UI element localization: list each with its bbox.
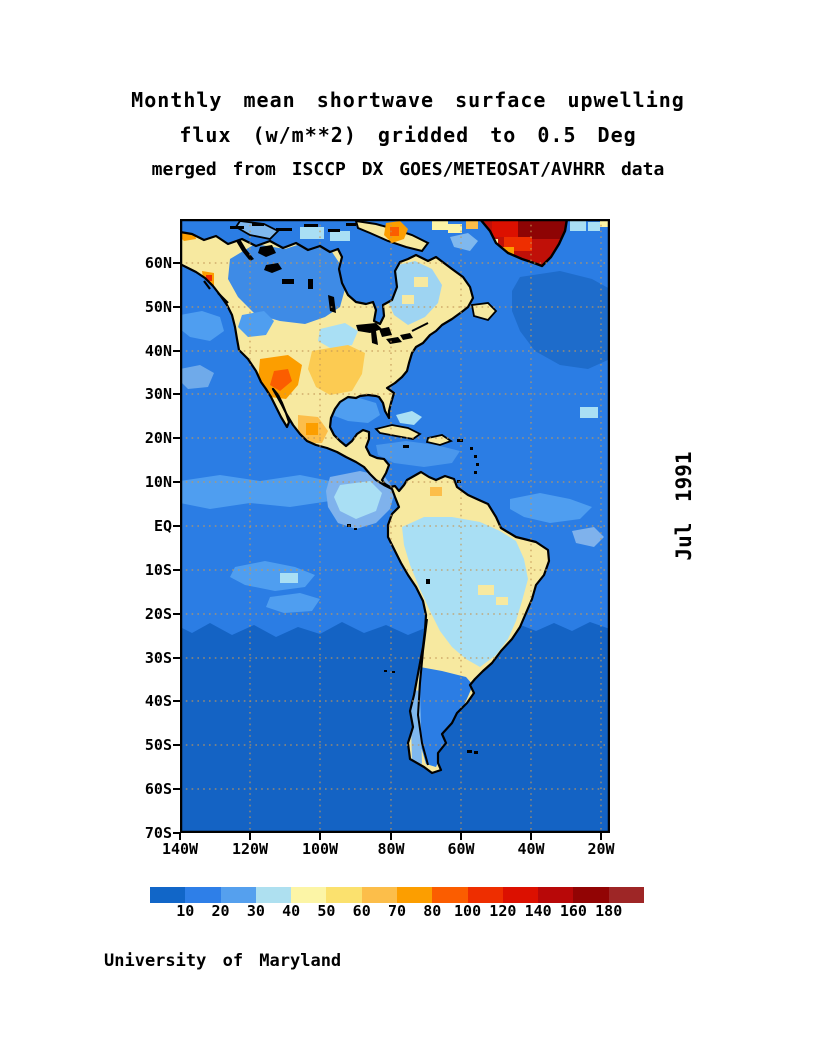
lon-tick (249, 833, 251, 840)
lon-axis-label: 140W (161, 840, 199, 858)
lon-axis-label: 60W (447, 840, 475, 858)
lat-axis-label: 60S (144, 780, 172, 798)
map-svg (178, 217, 611, 834)
colorbar-tick-label: 50 (317, 902, 336, 920)
colorbar-tick-label: 20 (211, 902, 230, 920)
title-line-1: Monthly mean shortwave surface upwelling (131, 88, 685, 112)
lon-tick (460, 833, 462, 840)
lon-tick (390, 833, 392, 840)
lat-tick (173, 569, 180, 571)
lat-axis-label: 30N (144, 385, 172, 403)
colorbar-tick-label: 100 (454, 902, 482, 920)
lat-tick (173, 613, 180, 615)
colorbar-segment (396, 887, 433, 903)
lat-tick (173, 481, 180, 483)
lat-axis-label: EQ (153, 517, 172, 535)
lon-axis-label: 100W (301, 840, 339, 858)
colorbar-segment (361, 887, 397, 903)
colorbar-tick-label: 120 (489, 902, 517, 920)
lat-tick (173, 525, 180, 527)
colorbar-segment (255, 887, 292, 903)
colorbar-tick-label: 140 (524, 902, 552, 920)
colorbar-tick-label: 10 (176, 902, 195, 920)
lat-tick (173, 788, 180, 790)
lat-axis-label: 20N (144, 429, 172, 447)
lat-tick (173, 744, 180, 746)
islands-layer (203, 219, 498, 754)
lon-axis-label: 120W (231, 840, 269, 858)
lat-axis-label: 70S (144, 824, 172, 842)
lat-axis-label: 60N (144, 254, 172, 272)
colorbar-segment (220, 887, 256, 903)
lat-tick (173, 700, 180, 702)
date-label: Jul 1991 (672, 451, 696, 561)
colorbar-tick-label: 160 (559, 902, 587, 920)
lat-axis-label: 30S (144, 649, 172, 667)
colorbar-tick-label: 80 (423, 902, 442, 920)
lat-axis-label: 40S (144, 692, 172, 710)
lon-tick (600, 833, 602, 840)
lat-tick (173, 350, 180, 352)
colorbar-tick-label: 30 (246, 902, 265, 920)
lon-axis-label: 80W (377, 840, 405, 858)
colorbar-segment (291, 887, 327, 903)
lon-axis-label: 20W (587, 840, 615, 858)
gridlines (180, 219, 610, 833)
lat-tick (173, 393, 180, 395)
lat-tick (173, 832, 180, 834)
lat-tick (173, 657, 180, 659)
lat-axis-label: 40N (144, 342, 172, 360)
title-line-3: merged from ISCCP DX GOES/METEOSAT/AVHRR… (151, 159, 665, 180)
colorbar-segment (573, 887, 609, 903)
lon-axis-label: 40W (517, 840, 545, 858)
lon-tick (319, 833, 321, 840)
lat-axis-label: 10N (144, 473, 172, 491)
colorbar-segment (326, 887, 362, 903)
lat-tick (173, 262, 180, 264)
lat-tick (173, 306, 180, 308)
colorbar-segment (538, 887, 574, 903)
colorbar (150, 887, 644, 903)
colorbar-segment (185, 887, 221, 903)
lakes-layer (236, 239, 430, 584)
colorbar-segment (502, 887, 539, 903)
lat-axis-label: 50N (144, 298, 172, 316)
lat-tick (173, 437, 180, 439)
colorbar-tick-label: 40 (282, 902, 301, 920)
lon-tick (530, 833, 532, 840)
title-line-2: flux (w/m**2) gridded to 0.5 Deg (179, 123, 637, 147)
lat-axis-label: 20S (144, 605, 172, 623)
colorbar-tick-label: 70 (387, 902, 407, 920)
land-layer (178, 230, 551, 775)
map-border (179, 218, 611, 834)
colorbar-segment (608, 887, 644, 903)
lon-tick (179, 833, 181, 840)
colorbar-segment (150, 887, 186, 903)
map-figure (178, 217, 611, 834)
colorbar-segment (467, 887, 503, 903)
colorbar-segment (432, 887, 468, 903)
lat-axis-label: 10S (144, 561, 172, 579)
colorbar-tick-label: 180 (595, 902, 623, 920)
lat-axis-label: 50S (144, 736, 172, 754)
colorbar-tick-label: 60 (352, 902, 371, 920)
credit-text: University of Maryland (104, 951, 342, 971)
